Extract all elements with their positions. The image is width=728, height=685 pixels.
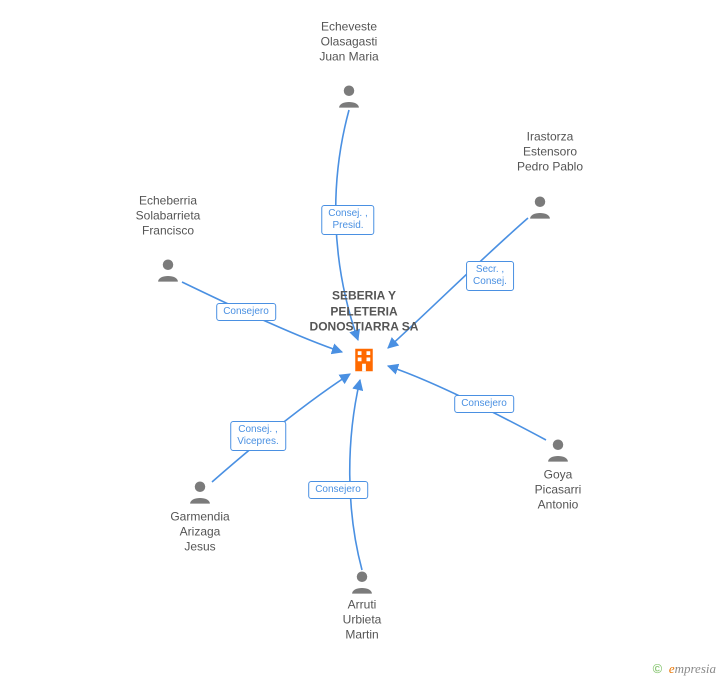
person-label: Goya Picasarri Antonio — [535, 468, 582, 513]
person-label: Echeberria Solabarrieta Francisco — [136, 194, 201, 239]
edge-label: Consejero — [216, 303, 276, 321]
person-icon — [544, 436, 572, 464]
edge-label: Consej. , Vicepres. — [230, 421, 286, 451]
person-icon — [348, 568, 376, 596]
watermark: © empresia — [653, 661, 716, 677]
person-label: Echeveste Olasagasti Juan Maria — [319, 20, 378, 65]
copyright-symbol: © — [653, 661, 663, 676]
edge-path — [350, 380, 362, 570]
person-label: Irastorza Estensoro Pedro Pablo — [517, 130, 583, 175]
diagram-canvas: SEBERIA Y PELETERIA DONOSTIARRA SA Echev… — [0, 0, 728, 685]
edge-label: Consej. , Presid. — [321, 205, 374, 235]
edge-label: Consejero — [454, 395, 514, 413]
building-icon — [349, 345, 379, 375]
person-label: Arruti Urbieta Martin — [343, 598, 382, 643]
edge-label: Secr. , Consej. — [466, 261, 514, 291]
person-icon — [154, 256, 182, 284]
brand-rest: mpresia — [675, 661, 716, 676]
person-icon — [186, 478, 214, 506]
edge-label: Consejero — [308, 481, 368, 499]
person-icon — [335, 82, 363, 110]
person-icon — [526, 193, 554, 221]
person-label: Garmendia Arizaga Jesus — [170, 510, 229, 555]
center-label: SEBERIA Y PELETERIA DONOSTIARRA SA — [310, 289, 419, 336]
